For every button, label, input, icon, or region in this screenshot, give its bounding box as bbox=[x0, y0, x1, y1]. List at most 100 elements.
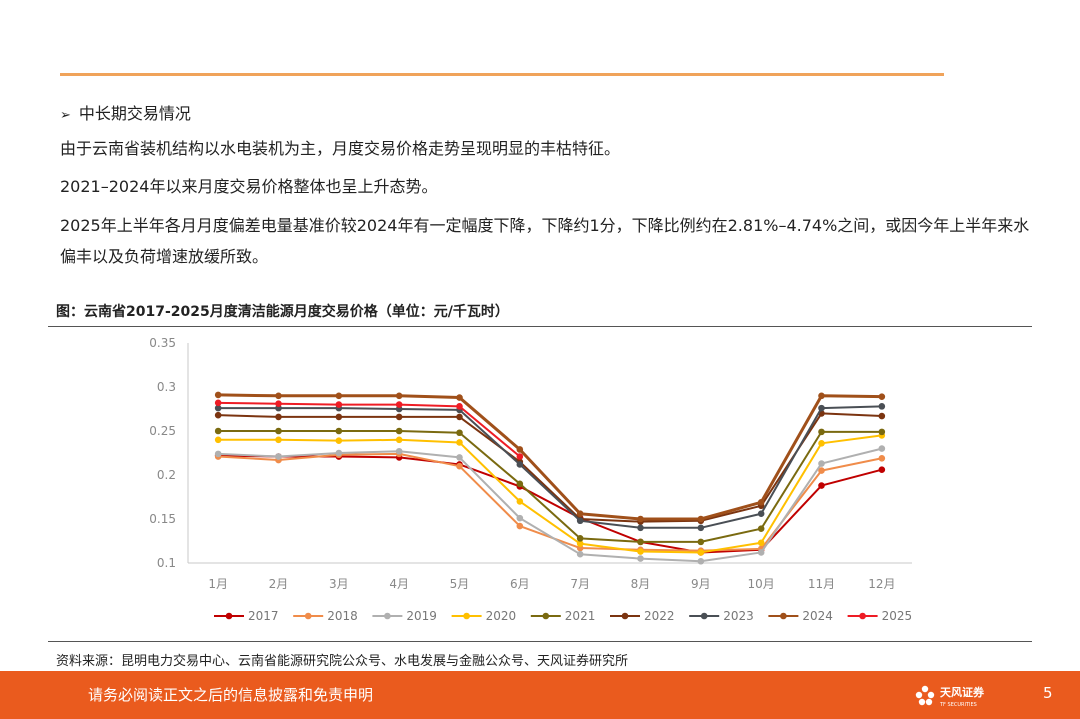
data-point-2021 bbox=[395, 427, 403, 435]
series-line-2022 bbox=[218, 412, 882, 523]
data-point-2018 bbox=[818, 467, 825, 474]
data-point-2025 bbox=[516, 453, 524, 460]
legend-marker-2018 bbox=[304, 612, 312, 620]
data-point-2024 bbox=[275, 392, 282, 400]
data-point-2022 bbox=[878, 412, 886, 420]
data-point-2018 bbox=[456, 462, 463, 470]
data-point-2017 bbox=[878, 466, 886, 474]
data-point-2024 bbox=[757, 498, 765, 506]
data-point-2020 bbox=[516, 498, 524, 505]
x-tick-label: 10月 bbox=[748, 577, 775, 591]
data-point-2018 bbox=[878, 454, 886, 462]
legend-label-2017: 2017 bbox=[248, 609, 279, 623]
data-point-2019 bbox=[697, 557, 705, 565]
x-tick-label: 2月 bbox=[269, 577, 289, 591]
flower-logo-icon: 天风证券 TF SECURITIES bbox=[915, 685, 985, 708]
legend-marker-2021 bbox=[542, 612, 550, 620]
paragraph-1: 由于云南省装机结构以水电装机为主，月度交易价格走势呈现明显的丰枯特征。 bbox=[60, 139, 621, 158]
data-point-2023 bbox=[818, 404, 825, 412]
data-point-2019 bbox=[818, 460, 825, 467]
data-point-2023 bbox=[576, 517, 584, 525]
data-point-2019 bbox=[878, 445, 886, 452]
y-tick-label: 0.2 bbox=[157, 468, 176, 482]
data-point-2025 bbox=[214, 399, 222, 407]
data-point-2020 bbox=[576, 540, 584, 547]
legend-label-2018: 2018 bbox=[327, 609, 358, 623]
y-tick-label: 0.1 bbox=[157, 556, 176, 570]
data-point-2019 bbox=[757, 549, 765, 556]
footer-disclaimer: 请务必阅读正文之后的信息披露和免责申明 bbox=[88, 686, 374, 704]
data-point-2019 bbox=[335, 449, 343, 457]
paragraph-2: 2021–2024年以来月度交易价格整体也呈上升态势。 bbox=[60, 177, 438, 196]
data-point-2023 bbox=[214, 404, 222, 412]
x-tick-label: 12月 bbox=[868, 577, 895, 591]
data-point-2024 bbox=[697, 515, 705, 523]
data-point-2021 bbox=[456, 429, 463, 437]
x-tick-label: 5月 bbox=[450, 577, 470, 591]
x-tick-label: 9月 bbox=[691, 577, 711, 591]
data-point-2020 bbox=[335, 437, 343, 444]
data-point-2021 bbox=[275, 427, 282, 435]
data-point-2024 bbox=[335, 392, 343, 400]
data-point-2019 bbox=[576, 550, 584, 558]
data-point-2022 bbox=[395, 413, 403, 421]
legend-label-2025: 2025 bbox=[882, 609, 913, 623]
legend-label-2019: 2019 bbox=[406, 609, 437, 623]
data-point-2021 bbox=[516, 480, 524, 488]
series-line-2023 bbox=[218, 405, 882, 529]
data-point-2021 bbox=[697, 538, 705, 546]
data-point-2025 bbox=[335, 401, 343, 408]
data-point-2021 bbox=[878, 428, 886, 436]
data-point-2020 bbox=[757, 539, 765, 547]
data-point-2024 bbox=[637, 515, 644, 523]
legend-label-2023: 2023 bbox=[723, 609, 754, 623]
logo-text: 天风证券 bbox=[940, 685, 985, 699]
paragraph-3: 2025年上半年各月月度偏差电量基准价较2024年有一定幅度下降，下降约1分，下… bbox=[60, 216, 1030, 266]
data-point-2023 bbox=[878, 403, 886, 410]
data-point-2022 bbox=[214, 411, 222, 419]
series-line-2025 bbox=[218, 401, 521, 458]
series-line-2019 bbox=[218, 447, 883, 563]
legend-marker-2019 bbox=[384, 612, 391, 620]
figure-caption: 图：云南省2017-2025月度清洁能源月度交易价格（单位：元/千瓦时） bbox=[56, 304, 509, 320]
y-tick-label: 0.3 bbox=[157, 380, 176, 394]
y-tick-label: 0.25 bbox=[149, 424, 176, 438]
data-point-2020 bbox=[214, 436, 222, 444]
legend-label-2024: 2024 bbox=[802, 609, 833, 623]
data-point-2025 bbox=[395, 401, 403, 408]
legend-marker-2025 bbox=[859, 612, 866, 620]
data-point-2024 bbox=[456, 394, 463, 401]
data-point-2020 bbox=[697, 549, 705, 556]
series-line-2024 bbox=[218, 393, 882, 521]
source-rule bbox=[48, 641, 1032, 642]
legend-marker-2022 bbox=[621, 612, 629, 620]
source-note: 资料来源：昆明电力交易中心、云南省能源研究院公众号、水电发展与金融公众号、天风证… bbox=[56, 654, 629, 669]
data-point-2019 bbox=[395, 447, 403, 455]
data-point-2024 bbox=[395, 392, 403, 400]
x-tick-label: 4月 bbox=[389, 577, 409, 591]
legend-label-2021: 2021 bbox=[565, 609, 596, 623]
logo-subtext: TF SECURITIES bbox=[939, 702, 977, 708]
y-tick-label: 0.35 bbox=[149, 336, 176, 350]
data-point-2023 bbox=[697, 524, 705, 532]
legend-marker-2023 bbox=[700, 612, 708, 620]
data-point-2019 bbox=[516, 514, 524, 522]
x-tick-label: 6月 bbox=[510, 577, 530, 591]
data-point-2023 bbox=[637, 524, 644, 532]
data-point-2024 bbox=[878, 393, 886, 400]
x-tick-label: 11月 bbox=[808, 577, 835, 591]
company-logo: 天风证券 TF SECURITIES bbox=[912, 681, 1002, 711]
data-point-2023 bbox=[516, 461, 524, 468]
data-point-2020 bbox=[818, 440, 825, 447]
data-point-2024 bbox=[516, 446, 524, 453]
legend-marker-2017 bbox=[225, 612, 233, 620]
data-point-2021 bbox=[576, 535, 584, 542]
x-tick-label: 8月 bbox=[631, 577, 651, 591]
y-tick-label: 0.15 bbox=[149, 512, 176, 526]
data-point-2019 bbox=[456, 454, 463, 461]
data-point-2021 bbox=[335, 427, 343, 435]
legend-label-2022: 2022 bbox=[644, 609, 675, 623]
series-line-2021 bbox=[218, 430, 882, 543]
page-number: 5 bbox=[1043, 684, 1053, 702]
